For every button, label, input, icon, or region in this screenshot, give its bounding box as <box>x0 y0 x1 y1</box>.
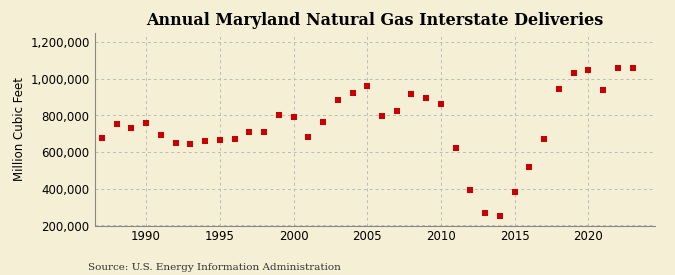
Point <box>539 137 549 142</box>
Point <box>362 84 373 88</box>
Point <box>377 114 387 119</box>
Point <box>155 133 166 137</box>
Point <box>97 136 107 141</box>
Point <box>185 142 196 146</box>
Point <box>435 102 446 107</box>
Point <box>583 67 594 72</box>
Point <box>318 120 329 124</box>
Title: Annual Maryland Natural Gas Interstate Deliveries: Annual Maryland Natural Gas Interstate D… <box>146 12 603 29</box>
Point <box>480 210 491 215</box>
Point <box>200 139 211 143</box>
Point <box>450 146 461 151</box>
Point <box>568 71 579 76</box>
Point <box>347 91 358 96</box>
Point <box>111 122 122 126</box>
Point <box>244 130 254 134</box>
Point <box>392 109 402 113</box>
Point <box>465 188 476 192</box>
Point <box>288 115 299 120</box>
Point <box>215 138 225 142</box>
Point <box>303 135 314 140</box>
Point <box>598 88 609 92</box>
Text: Source: U.S. Energy Information Administration: Source: U.S. Energy Information Administ… <box>88 263 341 272</box>
Point <box>524 165 535 169</box>
Y-axis label: Million Cubic Feet: Million Cubic Feet <box>13 77 26 181</box>
Point <box>259 130 269 134</box>
Point <box>140 121 151 125</box>
Point <box>332 98 343 102</box>
Point <box>170 141 181 145</box>
Point <box>510 190 520 195</box>
Point <box>554 87 564 91</box>
Point <box>421 96 431 100</box>
Point <box>627 66 638 70</box>
Point <box>126 126 137 131</box>
Point <box>495 214 506 219</box>
Point <box>273 113 284 118</box>
Point <box>406 92 417 97</box>
Point <box>612 66 623 70</box>
Point <box>230 137 240 142</box>
